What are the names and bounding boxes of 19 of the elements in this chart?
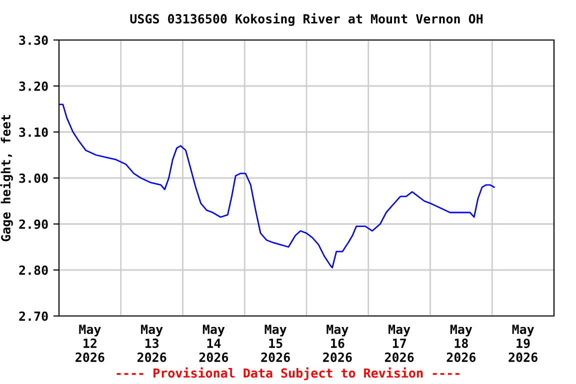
x-tick-label: May 18 2026 <box>446 324 476 362</box>
x-tick-label: May 14 2026 <box>199 324 228 362</box>
x-tick-label: May 13 2026 <box>137 324 166 362</box>
x-tick-label: May 16 2026 <box>323 324 352 362</box>
line-series <box>59 104 495 268</box>
x-tick-label: May 19 2026 <box>508 324 538 362</box>
y-tick-label: 3.10 <box>19 127 48 137</box>
y-tick-label: 3.30 <box>19 35 48 45</box>
chart-title: USGS 03136500 Kokosing River at Mount Vernon OH <box>130 13 483 26</box>
y-tick-label: 3.00 <box>19 173 48 183</box>
y-tick-label: 2.80 <box>19 265 48 275</box>
y-tick-label: 2.70 <box>19 311 48 321</box>
x-tick-label: May 15 2026 <box>261 324 290 362</box>
y-tick-label: 3.20 <box>19 81 48 91</box>
x-tick-label: May 12 2026 <box>76 324 104 362</box>
x-tick-label: May 17 2026 <box>384 324 414 362</box>
text: ---- Provisional Data Subject to Revision ---- <box>116 367 460 380</box>
y-tick-label: 2.90 <box>19 219 48 229</box>
y-axis-title: Gage height, feet <box>0 115 13 242</box>
